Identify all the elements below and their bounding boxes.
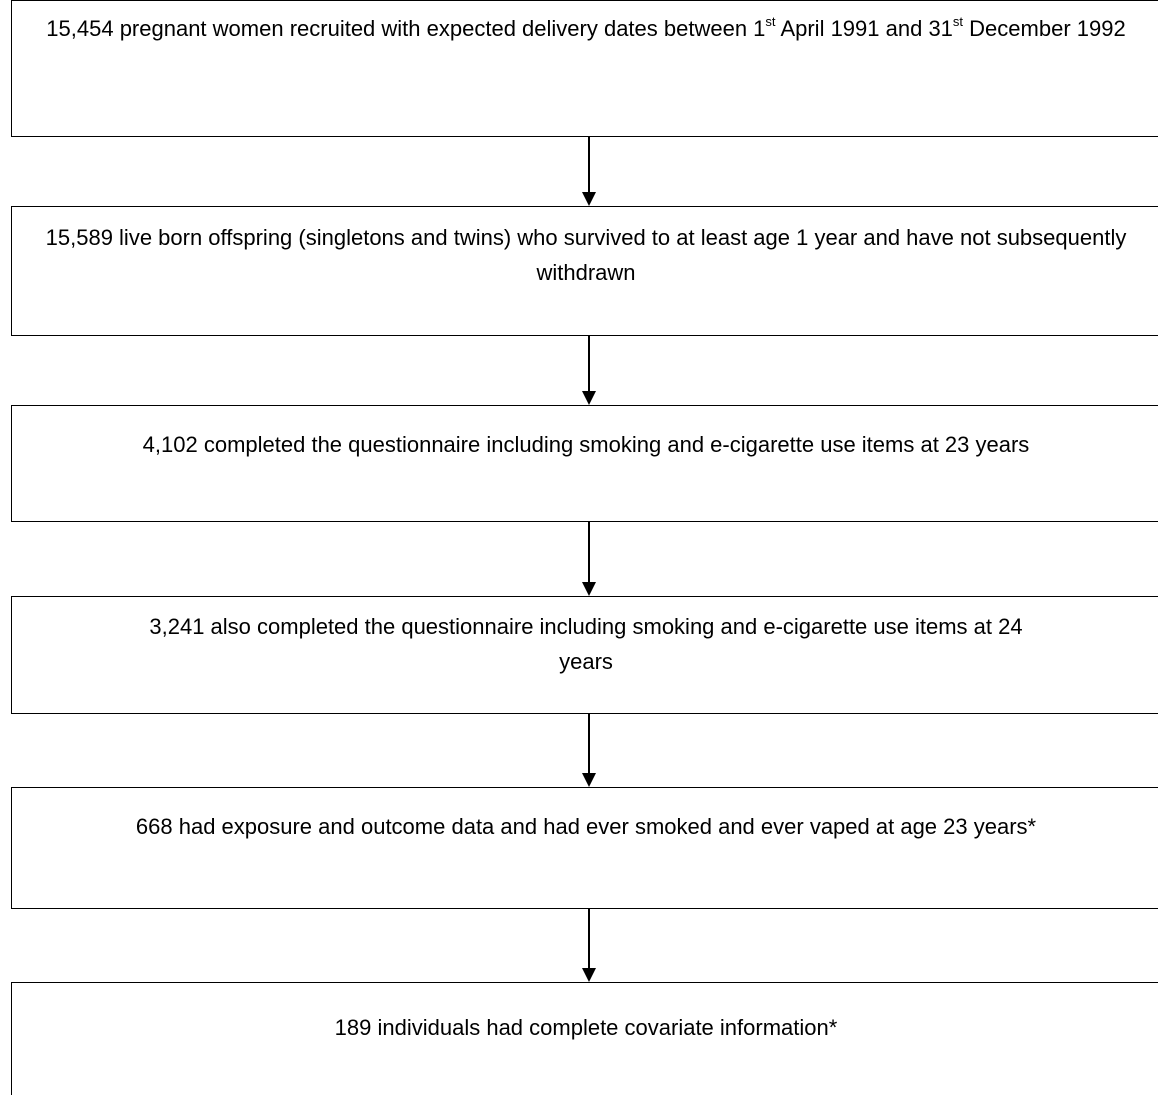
flow-box-exposure-outcome: 668 had exposure and outcome data and ha… [11, 787, 1158, 909]
flow-box-live-born-text: 15,589 live born offspring (singletons a… [45, 225, 1127, 285]
recruited-sup-b: st [952, 13, 964, 29]
recruited-sup-a: st [765, 13, 776, 29]
recruited-text-b: April 1991 and 31 [775, 16, 953, 41]
flow-arrow-5-head [582, 968, 596, 982]
flow-arrow-3-head [582, 582, 596, 596]
flow-arrow-2 [579, 336, 599, 405]
flow-box-questionnaire-24: 3,241 also completed the questionnaire i… [11, 596, 1158, 714]
flow-arrow-3-shaft [588, 522, 590, 583]
flow-arrow-1-head [582, 192, 596, 206]
flow-box-live-born: 15,589 live born offspring (singletons a… [11, 206, 1158, 336]
flow-box-questionnaire-23-text: 4,102 completed the questionnaire includ… [142, 432, 1030, 457]
flow-arrow-1-shaft [588, 137, 590, 193]
flow-arrow-5 [579, 909, 599, 982]
recruited-text-c: December 1992 [963, 16, 1126, 41]
flow-box-questionnaire-23: 4,102 completed the questionnaire includ… [11, 405, 1158, 522]
flow-box-recruited-text: 15,454 pregnant women recruited with exp… [46, 11, 1125, 46]
flow-box-recruited: 15,454 pregnant women recruited with exp… [11, 0, 1158, 137]
flow-arrow-2-shaft [588, 336, 590, 392]
flow-arrow-1 [579, 137, 599, 206]
flow-arrow-4 [579, 714, 599, 787]
flow-arrow-5-shaft [588, 909, 590, 969]
flow-box-exposure-outcome-text: 668 had exposure and outcome data and ha… [135, 814, 1037, 839]
recruited-text-a: 15,454 pregnant women recruited with exp… [46, 16, 766, 41]
flow-box-complete-covariates-text: 189 individuals had complete covariate i… [334, 1015, 838, 1040]
flow-arrow-3 [579, 522, 599, 596]
flow-arrow-2-head [582, 391, 596, 405]
flow-box-questionnaire-24-text: 3,241 also completed the questionnaire i… [149, 614, 1023, 674]
flow-arrow-4-head [582, 773, 596, 787]
flow-arrow-4-shaft [588, 714, 590, 774]
flow-box-complete-covariates: 189 individuals had complete covariate i… [11, 982, 1158, 1095]
